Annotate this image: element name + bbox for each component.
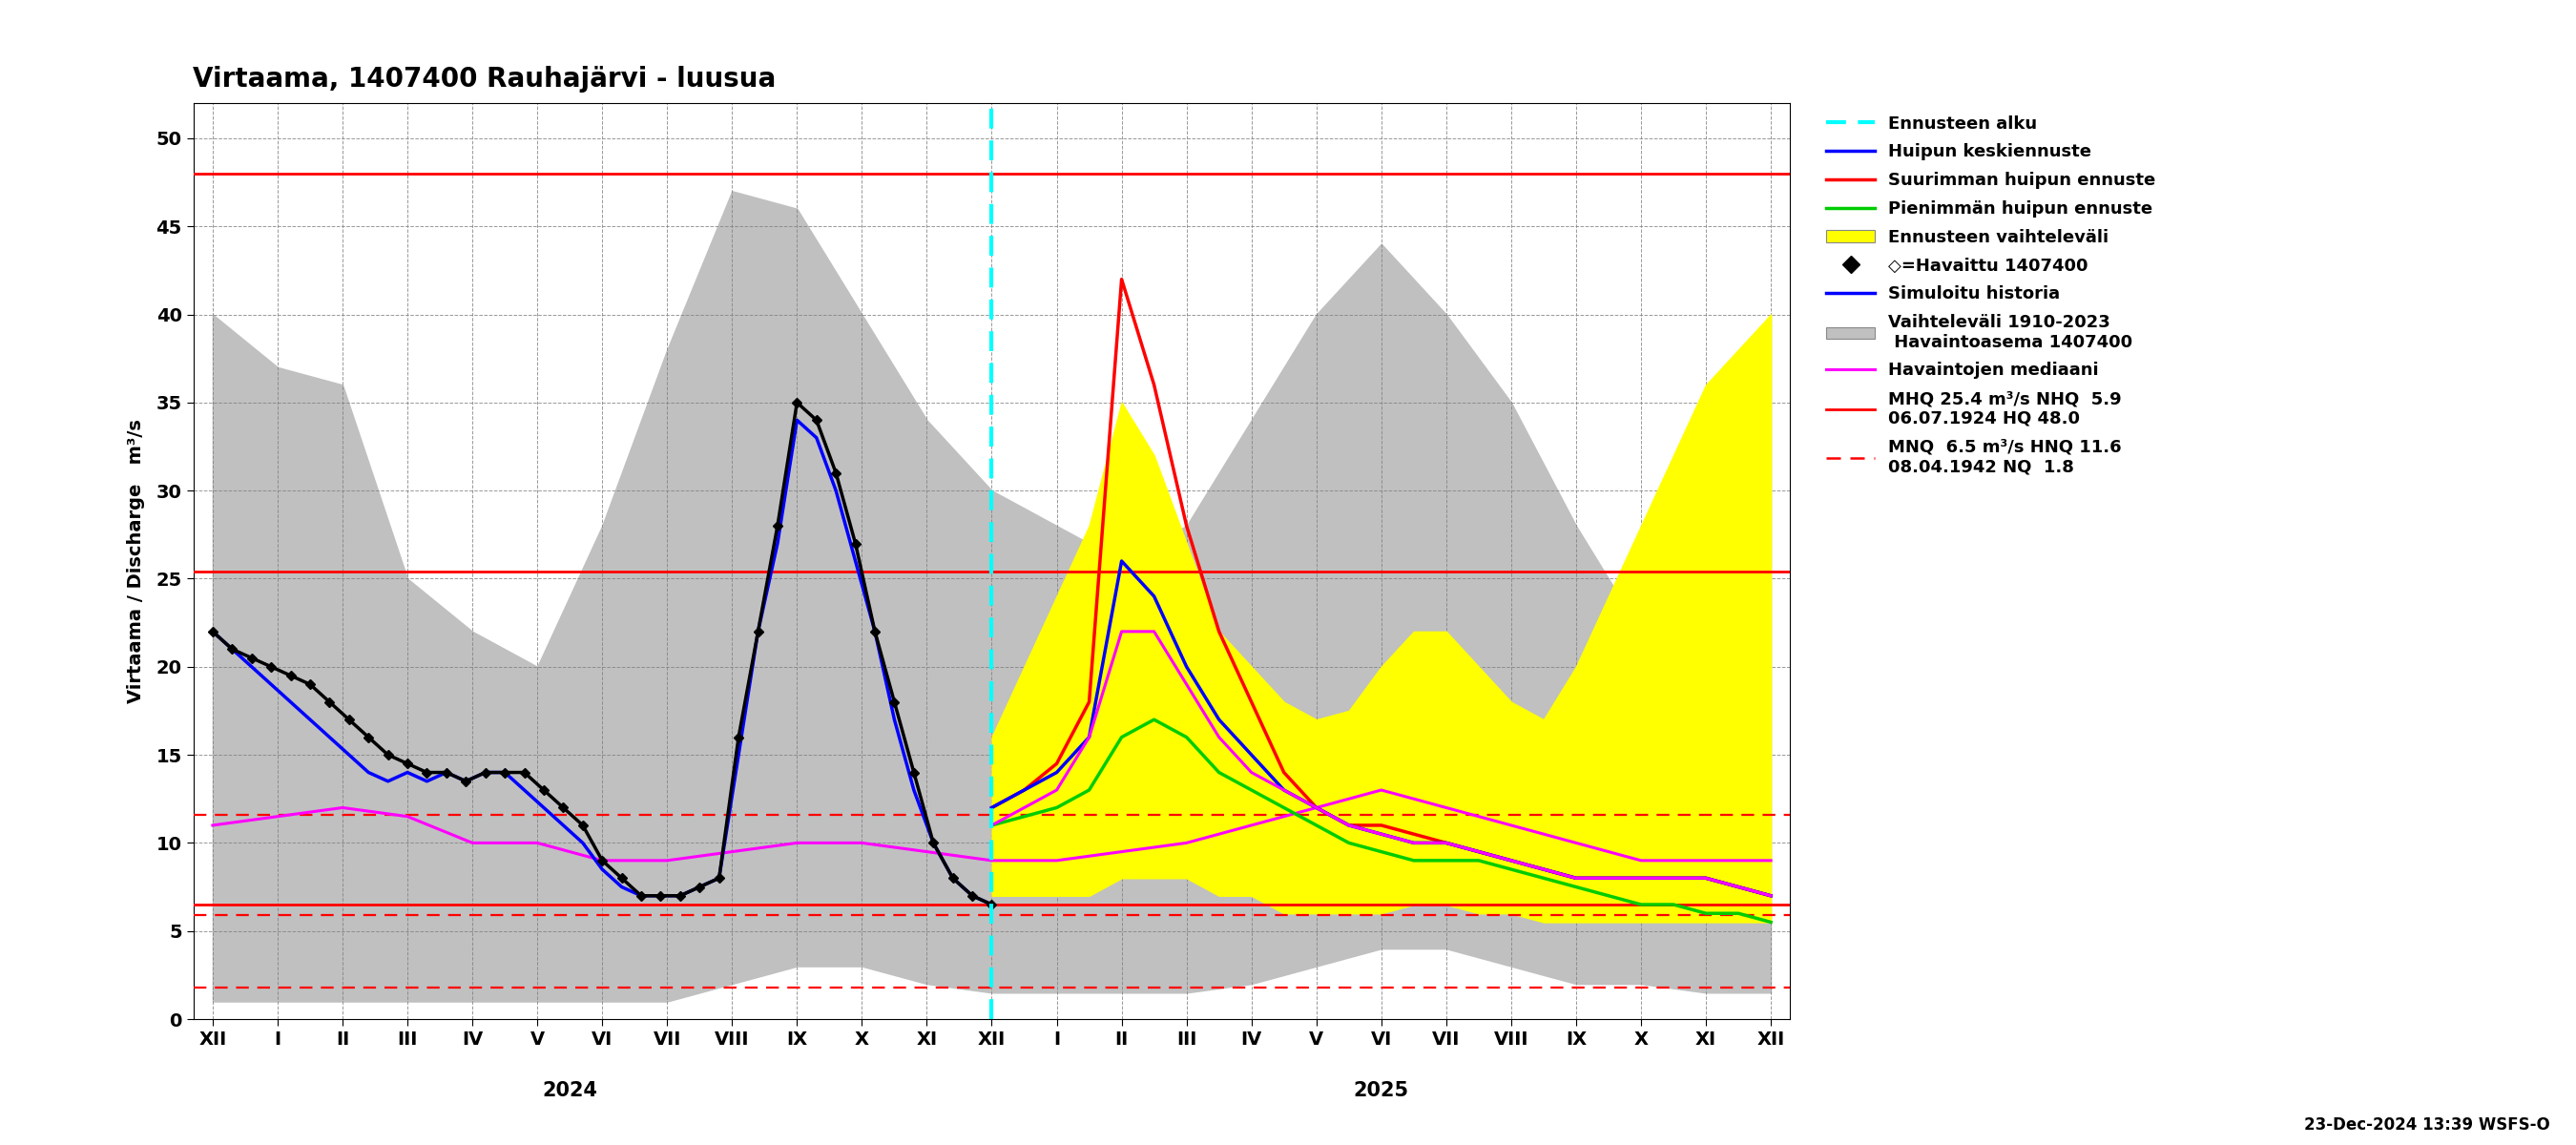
Text: Virtaama, 1407400 Rauhajärvi - luusua: Virtaama, 1407400 Rauhajärvi - luusua [193, 66, 775, 93]
Text: 2024: 2024 [541, 1081, 598, 1100]
Text: 23-Dec-2024 13:39 WSFS-O: 23-Dec-2024 13:39 WSFS-O [2306, 1116, 2550, 1134]
Legend: Ennusteen alku, Huipun keskiennuste, Suurimman huipun ennuste, Pienimmän huipun : Ennusteen alku, Huipun keskiennuste, Suu… [1824, 112, 2159, 479]
Text: 2025: 2025 [1352, 1081, 1409, 1100]
Y-axis label: Virtaama / Discharge   m³/s: Virtaama / Discharge m³/s [126, 419, 144, 703]
